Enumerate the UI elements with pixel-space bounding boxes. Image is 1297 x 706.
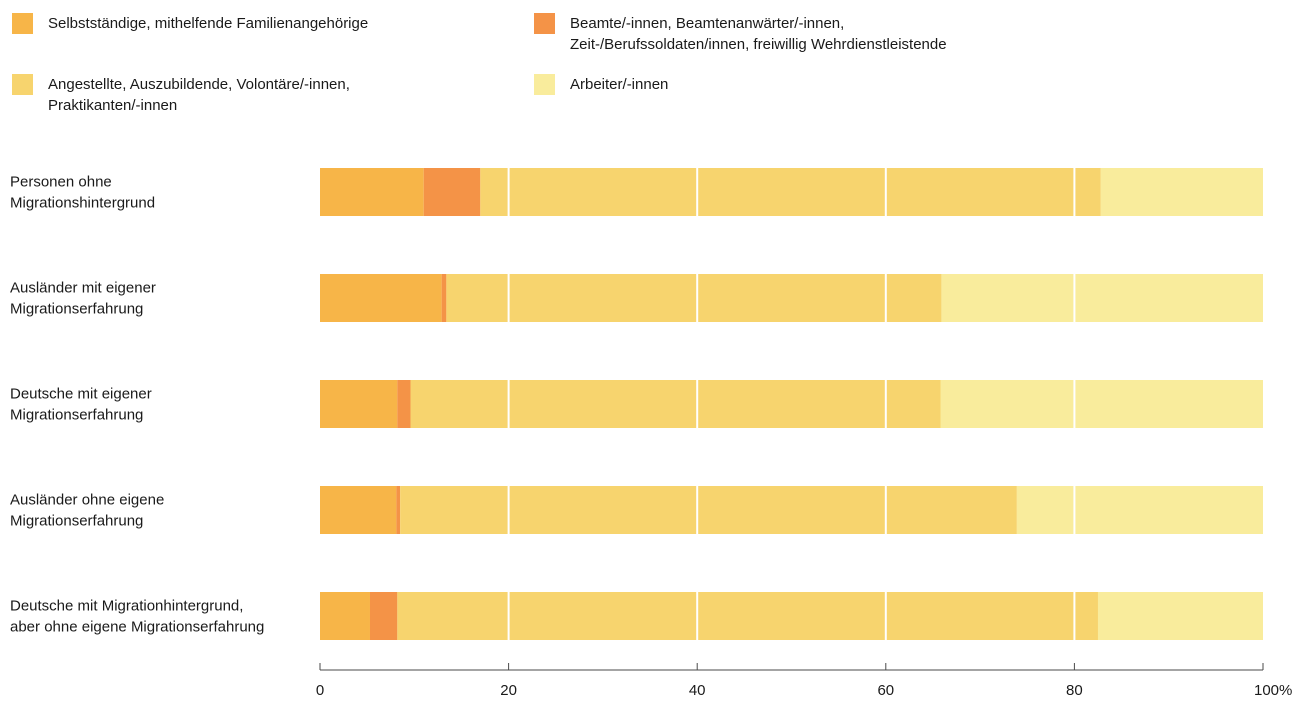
bar-segment (320, 380, 398, 428)
category-label: Migrationserfahrung (10, 301, 143, 318)
legend-swatch (12, 13, 33, 34)
category-label: Ausländer mit eigener (10, 280, 156, 297)
category-label: Ausländer ohne eigene (10, 492, 164, 509)
bar-segment (940, 380, 1263, 428)
x-tick-label: 100% (1254, 682, 1292, 699)
x-tick-label: 0 (316, 682, 324, 699)
bar-segment (369, 592, 398, 640)
bar-segment (320, 274, 442, 322)
x-tick-label: 60 (877, 682, 894, 699)
legend-label: Selbstständige, mithelfende Familienange… (48, 15, 369, 32)
category-label: Migrationserfahrung (10, 513, 143, 530)
x-axis: 0 20 40 60 80 100% (316, 663, 1292, 699)
bar-segment (320, 486, 397, 534)
legend-item: Arbeiter/-innen (534, 74, 668, 95)
bar-segment (1097, 592, 1263, 640)
bar-segment (320, 168, 424, 216)
bar-segment (441, 274, 447, 322)
category-label: Migrationshintergrund (10, 195, 155, 212)
bar-segment (480, 168, 1101, 216)
bar-segment (400, 486, 1017, 534)
category-label: Migrationserfahrung (10, 407, 143, 424)
bar-segment (397, 592, 1098, 640)
x-tick-label: 40 (689, 682, 706, 699)
legend-label: Arbeiter/-innen (570, 76, 669, 93)
category-label: Deutsche mit eigener (10, 386, 152, 403)
legend-swatch (534, 13, 555, 34)
bar-segment (1100, 168, 1263, 216)
legend-item: Angestellte, Auszubildende, Volontäre/-i… (12, 74, 350, 116)
bar-segment (423, 168, 481, 216)
legend-swatch (12, 74, 33, 95)
category-label: Deutsche mit Migrationhintergrund, (10, 598, 243, 615)
bar-segment (1016, 486, 1263, 534)
bars-layer (320, 168, 1263, 640)
legend: Selbstständige, mithelfende Familienange… (0, 0, 1297, 120)
grid-layer (507, 168, 1076, 640)
category-labels: Personen ohne Migrationshintergrund Auslän… (10, 174, 264, 636)
bar-segment (396, 486, 401, 534)
category-label: Personen ohne (10, 174, 112, 191)
legend-item: Selbstständige, mithelfende Familienange… (12, 13, 368, 34)
legend-swatch (534, 74, 555, 95)
x-tick-label: 20 (500, 682, 517, 699)
legend-label: Beamte/-innen, Beamtenanwärter/-innen, Z… (570, 15, 947, 53)
bar-segment (941, 274, 1263, 322)
category-label: aber ohne eigene Migrationserfahrung (10, 619, 264, 636)
bar-segment (320, 592, 370, 640)
legend-item: Beamte/-innen, Beamtenanwärter/-innen, Z… (534, 13, 947, 55)
bar-segment (397, 380, 411, 428)
bar-segment (410, 380, 941, 428)
x-tick-label: 80 (1066, 682, 1083, 699)
bar-segment (446, 274, 942, 322)
legend-label: Angestellte, Auszubildende, Volontäre/-i… (48, 76, 350, 114)
